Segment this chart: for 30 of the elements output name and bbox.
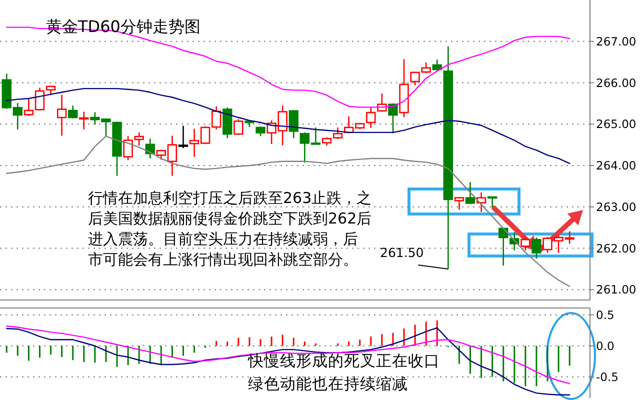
y-tick-label: 267.00 — [596, 34, 636, 48]
candlestick — [79, 111, 89, 130]
candlestick — [288, 109, 298, 139]
y-tick-label: 261.00 — [596, 282, 636, 297]
y-tick-label: 0.0 — [596, 338, 614, 353]
candlestick — [520, 236, 530, 251]
candlestick — [68, 104, 78, 119]
candlestick — [388, 102, 398, 134]
candlestick — [366, 106, 376, 129]
line-series — [6, 327, 570, 396]
candlestick — [56, 94, 67, 136]
y-tick-label: 0.5 — [596, 308, 614, 322]
y-tick-label: 262.00 — [596, 241, 636, 256]
candlestick — [532, 236, 542, 260]
y-tick-label: 264.00 — [596, 158, 636, 173]
y-tick-label: 263.00 — [596, 200, 636, 214]
candlestick — [465, 181, 476, 205]
y-tick-label: 266.00 — [596, 76, 636, 90]
annotation: 行情在加息利空打压之后跌至263止跌，之后美国数据靓丽使得金价跳空下跌到262后进入震荡。目前空头压力在持续减弱，后市可能会有上涨行情出现回补跳空部分。 — [88, 189, 372, 268]
annotation: 绿色动能也在持续缩减 — [248, 375, 408, 393]
candlestick — [46, 85, 56, 96]
candlestick — [234, 118, 244, 136]
candlestick — [454, 196, 464, 210]
y-tick-label: 265.00 — [596, 117, 636, 132]
annotation: 快慢线形成的死叉正在收口 — [247, 352, 440, 370]
candlestick — [487, 196, 498, 208]
annotation: 261.50 — [380, 245, 424, 260]
candlestick — [476, 192, 486, 213]
candlestick — [256, 126, 266, 137]
y-tick-label: -0.5 — [596, 370, 618, 384]
